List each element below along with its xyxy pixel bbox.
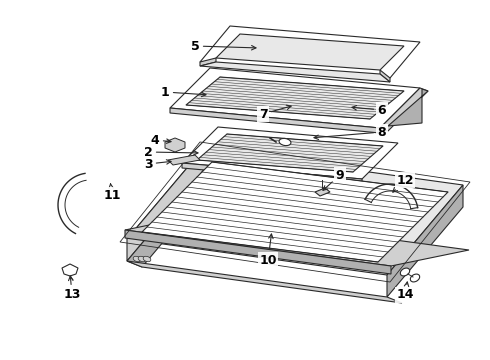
Polygon shape: [170, 108, 380, 133]
Ellipse shape: [410, 274, 419, 282]
Ellipse shape: [138, 256, 146, 262]
Text: 12: 12: [393, 174, 414, 192]
Text: 1: 1: [161, 86, 206, 99]
Ellipse shape: [143, 256, 151, 262]
Polygon shape: [380, 70, 390, 82]
Text: 4: 4: [150, 134, 171, 147]
Text: 5: 5: [191, 40, 256, 53]
Polygon shape: [127, 149, 203, 261]
Polygon shape: [200, 62, 390, 82]
Polygon shape: [200, 26, 420, 78]
Polygon shape: [186, 77, 404, 119]
Text: 11: 11: [103, 184, 121, 202]
Text: 8: 8: [314, 126, 386, 140]
Text: 7: 7: [259, 105, 291, 121]
Polygon shape: [197, 134, 383, 172]
Text: 3: 3: [144, 158, 171, 171]
Polygon shape: [125, 230, 391, 274]
Polygon shape: [170, 68, 420, 128]
Polygon shape: [388, 89, 428, 126]
Polygon shape: [127, 261, 402, 303]
Ellipse shape: [279, 138, 291, 145]
Text: 2: 2: [144, 145, 198, 158]
Polygon shape: [127, 149, 463, 275]
Polygon shape: [168, 155, 200, 165]
Text: 9: 9: [323, 168, 344, 190]
Text: 10: 10: [259, 234, 277, 266]
Polygon shape: [315, 188, 330, 196]
Polygon shape: [380, 88, 428, 131]
Polygon shape: [125, 214, 469, 266]
Polygon shape: [165, 138, 185, 152]
Polygon shape: [182, 163, 362, 184]
Polygon shape: [142, 162, 448, 262]
Ellipse shape: [133, 256, 141, 262]
Text: 6: 6: [352, 104, 386, 117]
Polygon shape: [62, 264, 78, 276]
Polygon shape: [216, 34, 404, 70]
Ellipse shape: [400, 268, 410, 276]
Text: 14: 14: [396, 282, 414, 302]
Polygon shape: [387, 185, 463, 297]
Polygon shape: [127, 171, 218, 267]
Polygon shape: [200, 58, 216, 66]
Text: 13: 13: [63, 276, 81, 302]
Polygon shape: [182, 127, 398, 179]
